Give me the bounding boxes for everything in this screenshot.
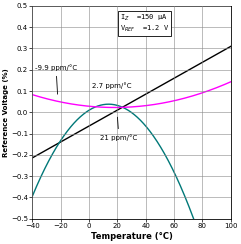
- Text: -9.9 ppm/°C: -9.9 ppm/°C: [35, 64, 77, 94]
- Text: 21 ppm/°C: 21 ppm/°C: [100, 117, 138, 141]
- Y-axis label: Reference Voltage (%): Reference Voltage (%): [3, 68, 9, 157]
- Text: 2.7 ppm/°C: 2.7 ppm/°C: [92, 82, 131, 89]
- Text: I$_Z$  =150 μA
V$_{REF}$  =1.2 V: I$_Z$ =150 μA V$_{REF}$ =1.2 V: [120, 12, 169, 34]
- X-axis label: Temperature (°C): Temperature (°C): [91, 232, 172, 241]
